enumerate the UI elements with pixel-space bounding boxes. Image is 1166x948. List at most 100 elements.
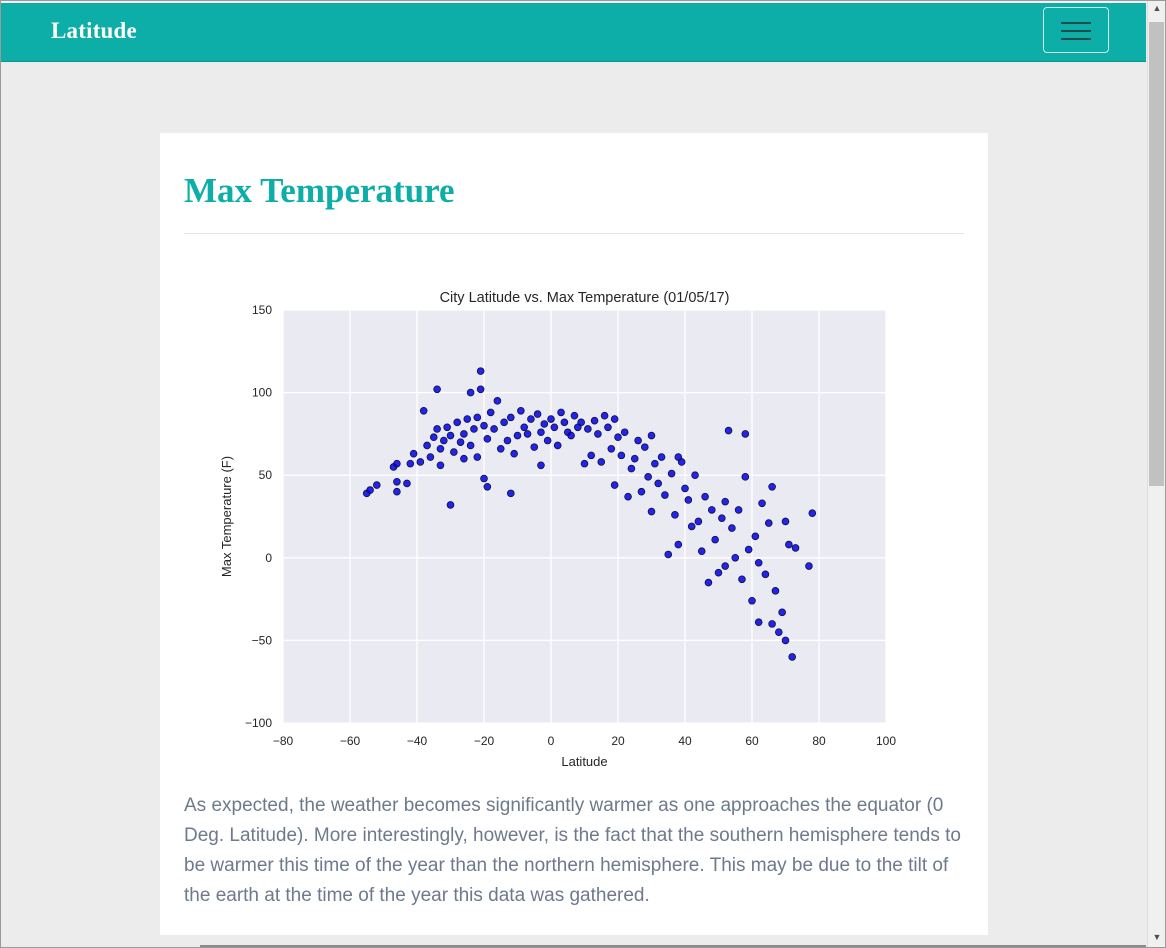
scatter-point: [456, 438, 465, 446]
x-tick-label: 60: [745, 734, 759, 748]
scatter-point: [634, 436, 642, 445]
x-tick-label: −20: [474, 734, 495, 748]
scatter-point: [718, 514, 726, 522]
scatter-point: [577, 418, 585, 427]
scatter-point: [483, 482, 492, 491]
scatter-point: [393, 478, 401, 486]
scatter-point: [607, 444, 616, 453]
brand-link[interactable]: Latitude: [51, 18, 137, 43]
scatter-point: [741, 430, 750, 438]
scatter-point: [587, 451, 596, 460]
scatter-point: [543, 436, 552, 445]
scatter-point: [393, 487, 401, 496]
scatter-point: [553, 441, 562, 450]
scatter-point: [604, 423, 612, 432]
scatter-point: [533, 410, 542, 418]
scatter-point: [624, 492, 632, 501]
scatter-point: [637, 487, 646, 496]
scatter-point: [460, 430, 468, 438]
scatter-point: [744, 545, 753, 554]
scatter-point: [436, 461, 445, 470]
scatter-point: [446, 501, 455, 509]
scatter-point: [721, 497, 730, 506]
scroll-down-arrow-icon[interactable]: ▼: [1152, 932, 1162, 942]
scatter-point: [416, 458, 425, 466]
scatter-point: [436, 444, 445, 453]
plot-area: [283, 310, 886, 723]
x-tick-label: 20: [611, 734, 625, 748]
scatter-point: [671, 511, 679, 519]
scatter-point: [433, 385, 441, 394]
scatter-point: [594, 430, 602, 438]
scatter-point: [486, 408, 495, 417]
scatter-point: [748, 596, 756, 605]
scatter-point: [617, 451, 626, 460]
scatter-point: [500, 418, 508, 427]
scatter-point: [517, 406, 525, 415]
scatter-point: [476, 367, 485, 375]
scatter-point: [423, 441, 431, 450]
scatter-point: [761, 570, 770, 579]
scatter-point: [537, 461, 545, 470]
scatter-point: [681, 484, 689, 493]
scatter-point: [808, 509, 817, 517]
scatter-point: [557, 408, 565, 417]
scatter-point: [674, 540, 683, 549]
scatter-point: [781, 517, 790, 526]
menu-toggle-button[interactable]: [1043, 7, 1109, 53]
scatter-point: [433, 425, 441, 433]
scatter-point: [771, 587, 780, 595]
scatter-point: [751, 532, 760, 541]
scatter-point: [547, 415, 555, 423]
scatter-point: [764, 519, 773, 527]
scatter-point: [597, 458, 606, 466]
scatter-point: [630, 454, 639, 463]
x-tick-label: 80: [812, 734, 826, 748]
scatter-point: [560, 418, 569, 427]
scatter-point: [677, 458, 686, 466]
scatter-point: [503, 436, 512, 445]
scatter-point: [654, 479, 663, 488]
scatter-point: [781, 636, 790, 645]
scatter-point: [470, 425, 478, 433]
scatter-point: [754, 618, 763, 627]
vertical-scrollbar[interactable]: ▲ ▼: [1147, 0, 1166, 948]
hamburger-menu-icon-bar: [1061, 30, 1091, 32]
y-tick-label: 0: [265, 551, 272, 565]
scatter-point: [426, 453, 435, 461]
x-tick-label: −40: [407, 734, 428, 748]
hamburger-menu-icon: [1061, 22, 1091, 24]
scatter-point: [406, 459, 415, 468]
scatter-point: [701, 492, 709, 501]
scatter-point: [570, 411, 579, 420]
scatter-point: [480, 474, 488, 483]
scatter-point: [758, 499, 766, 508]
scatter-point: [714, 568, 723, 577]
scrollbar-thumb[interactable]: [1149, 22, 1164, 486]
scatter-point: [366, 486, 374, 494]
y-tick-label: 150: [252, 303, 272, 317]
y-tick-label: 50: [259, 468, 273, 482]
scatter-point: [661, 491, 669, 499]
scatter-point: [731, 553, 740, 562]
scatter-point: [446, 431, 455, 440]
scatter-point: [640, 443, 649, 451]
scatter-point: [694, 517, 703, 526]
scatter-point: [741, 473, 750, 481]
scatter-point: [409, 449, 418, 458]
scatter-point: [667, 469, 676, 478]
scatter-point: [785, 540, 793, 549]
scatter-point: [483, 435, 492, 443]
scatter-point: [647, 507, 656, 516]
scatter-point: [443, 423, 451, 432]
scatter-point: [450, 448, 458, 456]
scatter-point: [496, 444, 505, 453]
scatter-point: [647, 431, 656, 440]
scatter-point: [620, 428, 629, 437]
chart-title: City Latitude vs. Max Temperature (01/05…: [440, 290, 730, 306]
y-tick-label: −50: [252, 633, 273, 647]
hamburger-menu-icon-bar: [1061, 38, 1091, 40]
scatter-point: [460, 454, 468, 463]
scatter-point: [754, 558, 763, 567]
scroll-up-arrow-icon[interactable]: ▲: [1152, 3, 1162, 13]
